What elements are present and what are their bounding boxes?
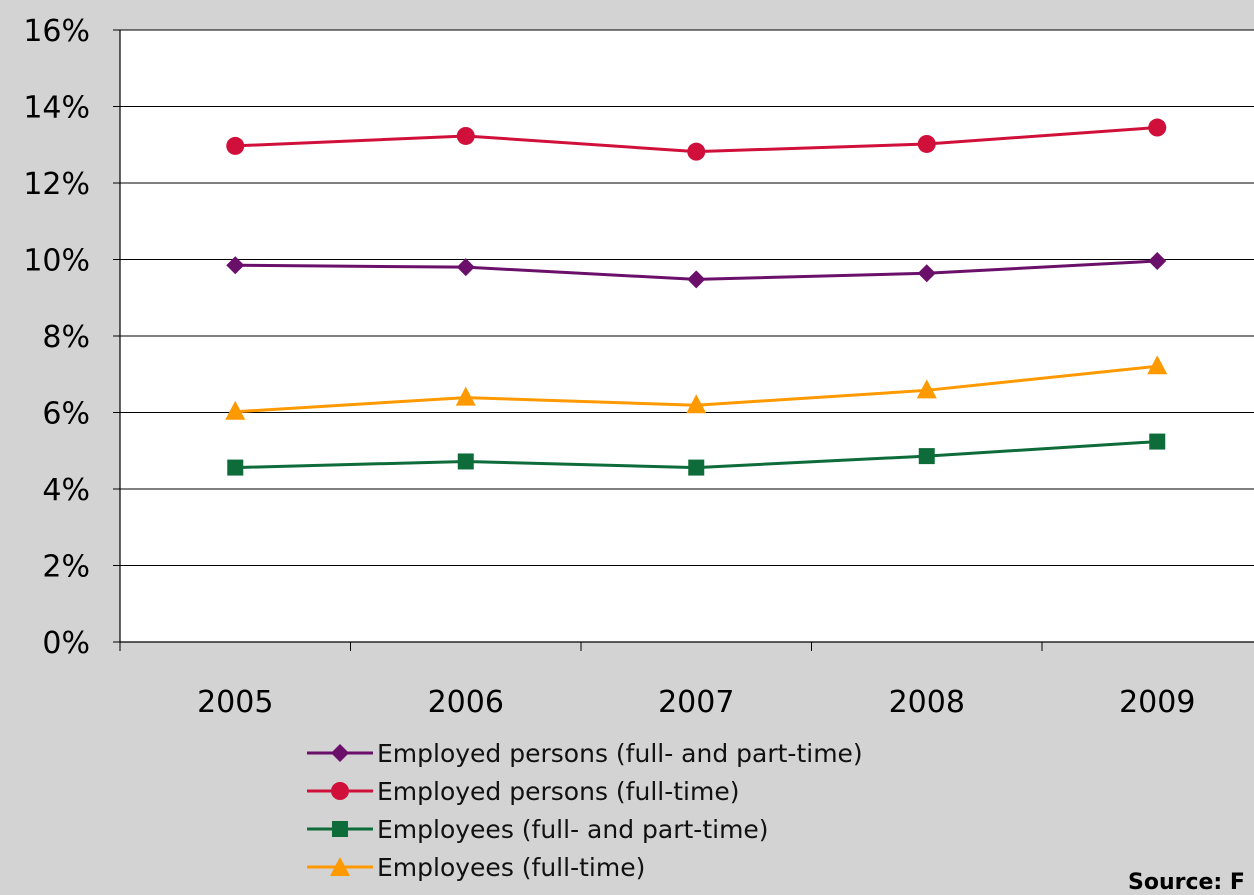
x-tick-label: 2006 [428,685,504,720]
y-tick-label: 10% [23,244,90,279]
y-tick-label: 8% [42,320,90,355]
y-tick-label: 16% [23,14,90,49]
legend-item-employees-full-part: Employees (full- and part-time) [305,810,863,848]
y-tick-label: 2% [42,550,90,585]
y-tick-label: 14% [23,91,90,126]
data-point-square [918,448,935,465]
legend: Employed persons (full- and part-time) E… [305,734,863,886]
y-tick-label: 4% [42,473,90,508]
data-point-diamond [226,256,245,275]
data-point-diamond [687,270,706,289]
legend-item-employed-full-part: Employed persons (full- and part-time) [305,734,863,772]
data-point-circle [1148,118,1167,137]
data-point-diamond [917,264,936,283]
series-2 [226,118,1167,161]
data-point-square [457,453,474,470]
legend-label: Employed persons (full- and part-time) [377,738,863,768]
y-axis-ticks: 0% 2% 4% 6% 8% 10% 12% 14% 16% [23,14,120,661]
x-axis-ticks: 2005 2006 2007 2008 2009 [119,642,1195,720]
data-point-triangle [455,386,476,406]
legend-label: Employees (full- and part-time) [377,814,769,844]
data-point-circle [917,134,936,153]
legend-label: Employees (full-time) [377,852,646,882]
data-point-square [1149,433,1166,450]
y-tick-label: 6% [42,397,90,432]
triangle-marker-icon [307,857,373,876]
legend-item-employed-full: Employed persons (full-time) [305,772,863,810]
data-point-square [227,459,244,476]
data-point-circle [226,136,245,155]
x-tick-label: 2008 [889,685,965,720]
legend-item-employees-full: Employees (full-time) [305,848,863,886]
circle-marker-icon [307,782,373,800]
data-point-triangle [1147,355,1168,375]
series-group [225,118,1168,476]
series-1 [226,252,1167,289]
data-point-triangle [225,400,246,420]
x-tick-label: 2007 [658,685,734,720]
diamond-marker-icon [307,744,373,762]
data-point-square [688,459,705,476]
data-point-triangle [686,394,707,414]
line-chart: 0%2%4%6%8%10%12%14%16% 2005 2006 2007 2008 2… [23,14,1254,720]
data-point-triangle [916,379,937,399]
series-4 [225,355,1168,420]
y-tick-label: 0% [42,626,90,661]
series-3 [227,433,1166,476]
x-tick-label: 2009 [1119,685,1195,720]
x-tick-label: 2005 [197,685,273,720]
data-point-circle [687,142,706,161]
data-point-circle [456,126,475,145]
legend-label: Employed persons (full-time) [377,776,740,806]
data-point-diamond [1148,252,1167,271]
square-marker-icon [307,821,373,837]
data-point-diamond [456,258,475,277]
y-tick-label: 12% [23,167,90,202]
source-note: Source: F [1128,870,1245,895]
